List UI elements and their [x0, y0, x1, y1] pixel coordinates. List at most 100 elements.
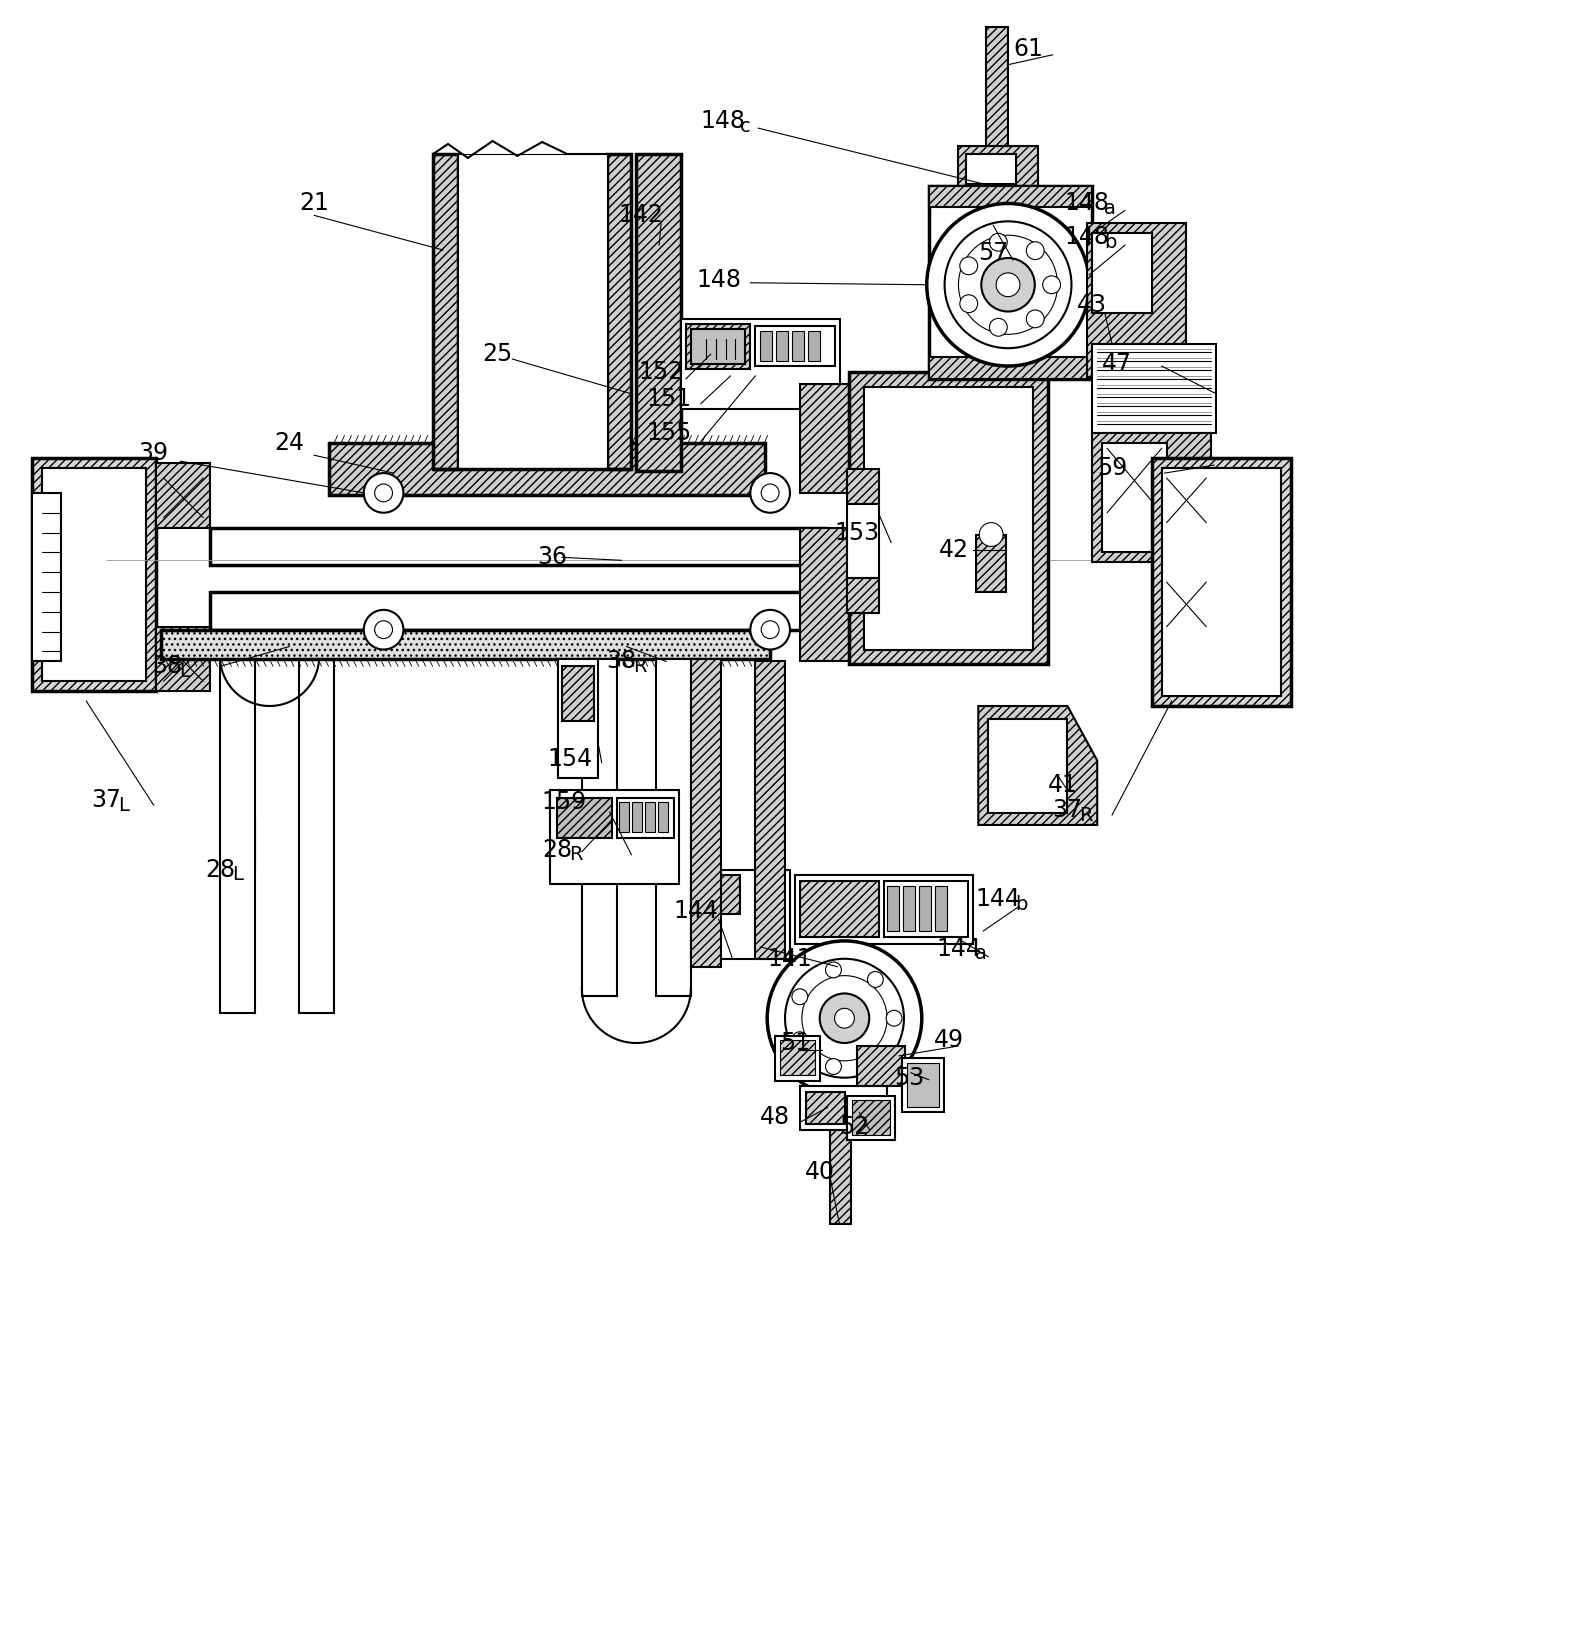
Bar [1092, 434, 1211, 562]
Bar [791, 331, 804, 360]
Text: 154: 154 [547, 747, 593, 770]
Bar [780, 1040, 815, 1075]
Bar [299, 657, 333, 1014]
Text: a: a [975, 943, 988, 963]
Bar [775, 1037, 820, 1081]
Bar [329, 444, 764, 495]
Circle shape [996, 274, 1019, 296]
Text: 47: 47 [1103, 352, 1133, 377]
Circle shape [886, 1011, 901, 1025]
Circle shape [960, 295, 978, 313]
Text: c: c [739, 116, 750, 136]
Bar [760, 331, 772, 360]
Bar [901, 1058, 944, 1112]
Polygon shape [978, 706, 1098, 826]
Bar [617, 798, 673, 837]
Bar [1151, 459, 1290, 706]
Bar [848, 1096, 895, 1140]
Text: R: R [569, 845, 582, 865]
Bar [656, 660, 691, 996]
Text: 39: 39 [138, 441, 168, 465]
Circle shape [768, 940, 922, 1096]
Bar [988, 719, 1068, 812]
Bar [557, 798, 612, 837]
Bar [41, 468, 146, 681]
Circle shape [750, 609, 790, 650]
Bar [928, 185, 1092, 208]
Bar [31, 459, 156, 691]
Text: 38: 38 [153, 654, 182, 678]
Bar [1161, 468, 1280, 696]
Circle shape [835, 1009, 854, 1029]
Bar [156, 464, 211, 527]
Bar [1103, 444, 1167, 552]
Text: L: L [231, 865, 242, 885]
Text: 21: 21 [299, 192, 329, 216]
Text: 24: 24 [274, 431, 305, 455]
Bar [809, 331, 820, 360]
Bar [637, 154, 681, 472]
Circle shape [926, 203, 1090, 365]
Bar [211, 527, 824, 565]
Bar [848, 468, 879, 505]
Text: 142: 142 [618, 203, 664, 228]
Text: 43: 43 [1078, 293, 1107, 316]
Circle shape [867, 971, 884, 988]
Bar [691, 660, 720, 966]
Bar [903, 886, 915, 930]
Bar [986, 28, 1008, 161]
Bar [211, 591, 824, 629]
Circle shape [363, 609, 403, 650]
Bar [928, 185, 1092, 378]
Circle shape [1026, 310, 1044, 328]
Text: 61: 61 [1013, 38, 1043, 61]
Bar [458, 154, 607, 468]
Bar [645, 803, 656, 832]
Bar [1087, 223, 1186, 377]
Circle shape [1043, 275, 1060, 293]
Bar [977, 534, 1007, 591]
Bar [607, 154, 631, 468]
Bar [848, 505, 879, 578]
Bar [681, 319, 840, 408]
Bar [156, 627, 211, 691]
Circle shape [820, 993, 870, 1043]
Text: 153: 153 [835, 521, 879, 544]
Bar [582, 660, 617, 996]
Circle shape [867, 1048, 884, 1065]
Text: 141: 141 [768, 947, 812, 971]
Text: 41: 41 [1048, 773, 1078, 798]
Bar [632, 803, 642, 832]
Bar [1092, 233, 1151, 313]
Text: 49: 49 [933, 1029, 964, 1052]
Bar [658, 803, 669, 832]
Text: 53: 53 [893, 1066, 923, 1089]
Bar [695, 875, 741, 914]
Text: R: R [634, 657, 647, 676]
Circle shape [363, 473, 403, 513]
Circle shape [960, 257, 978, 275]
Bar [958, 146, 1038, 190]
Bar [220, 657, 255, 1014]
Bar [31, 493, 61, 662]
Text: 144: 144 [975, 888, 1021, 911]
Circle shape [791, 989, 809, 1004]
Text: 28: 28 [204, 858, 234, 881]
Bar [848, 578, 879, 613]
Text: b: b [1015, 894, 1027, 914]
Text: 144: 144 [936, 937, 982, 962]
Bar [801, 383, 849, 493]
Bar [928, 357, 1092, 378]
Circle shape [982, 259, 1035, 311]
Bar [919, 886, 931, 930]
Text: 148: 148 [700, 110, 746, 133]
Bar [1092, 344, 1216, 434]
Bar [805, 1091, 845, 1124]
Text: 42: 42 [939, 539, 969, 562]
Circle shape [1026, 242, 1044, 259]
Bar [558, 660, 598, 778]
Bar [934, 886, 947, 930]
Bar [801, 527, 849, 662]
Bar [755, 662, 785, 958]
Text: L: L [118, 796, 129, 814]
